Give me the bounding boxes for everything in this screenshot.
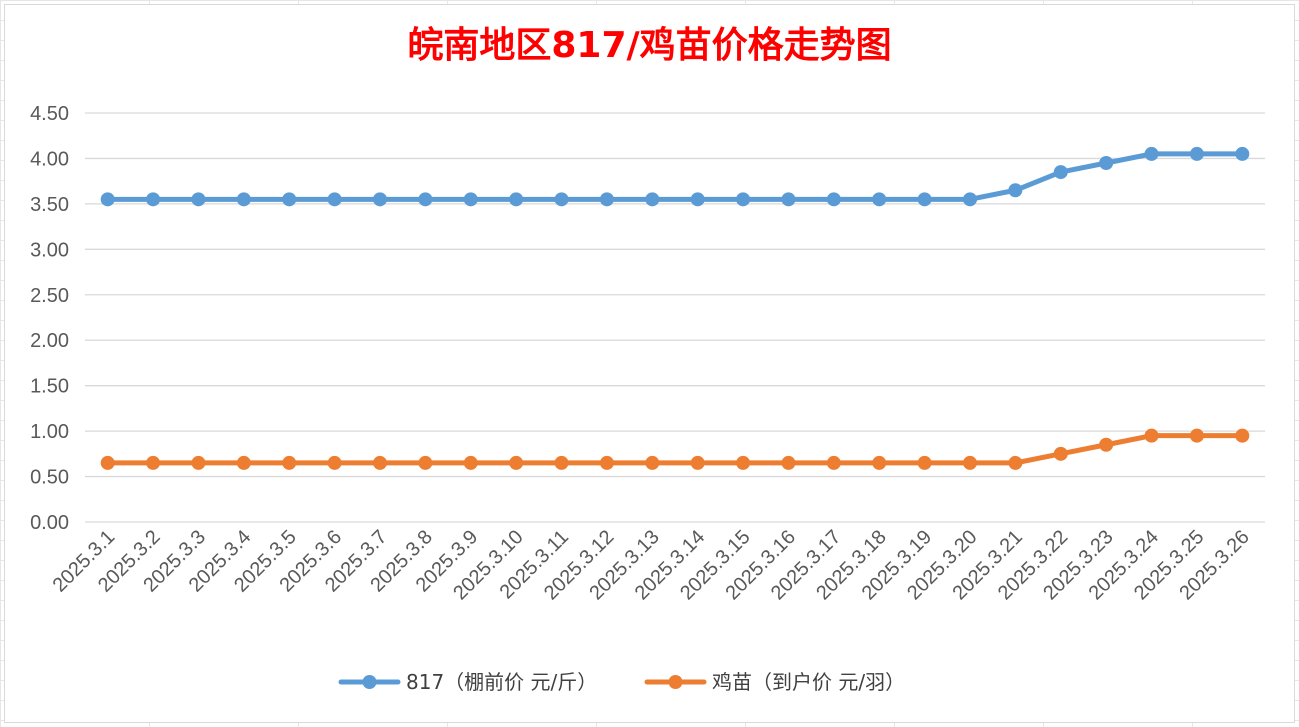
data-point[interactable] bbox=[1144, 146, 1159, 161]
data-point[interactable] bbox=[1099, 155, 1114, 170]
data-point[interactable] bbox=[1008, 455, 1023, 470]
data-point[interactable] bbox=[373, 192, 387, 207]
y-tick-label: 4.00 bbox=[30, 148, 69, 170]
data-point[interactable] bbox=[100, 455, 115, 470]
gridlines bbox=[85, 112, 1265, 523]
chart-area[interactable] bbox=[4, 4, 1295, 723]
legend-item[interactable]: 817（棚前价 元/斤） bbox=[338, 670, 597, 694]
legend-label: 鸡苗（到户价 元/羽） bbox=[712, 670, 905, 694]
data-point[interactable] bbox=[509, 455, 524, 470]
data-point[interactable] bbox=[282, 192, 297, 207]
data-point[interactable] bbox=[554, 192, 569, 207]
y-tick-label: 1.50 bbox=[30, 376, 69, 398]
data-point[interactable] bbox=[327, 455, 342, 470]
data-point[interactable] bbox=[509, 192, 524, 207]
data-point[interactable] bbox=[373, 455, 387, 470]
data-point[interactable] bbox=[690, 455, 705, 470]
data-point[interactable] bbox=[1235, 428, 1250, 443]
data-point[interactable] bbox=[736, 455, 751, 470]
y-tick-label: 3.00 bbox=[30, 239, 69, 261]
legend-swatch-marker bbox=[668, 675, 683, 689]
data-point[interactable] bbox=[917, 192, 932, 207]
y-tick-label: 1.00 bbox=[30, 421, 69, 443]
data-point[interactable] bbox=[826, 455, 841, 470]
data-point[interactable] bbox=[599, 192, 614, 207]
data-point[interactable] bbox=[191, 192, 206, 207]
data-point[interactable] bbox=[690, 192, 705, 207]
data-point[interactable] bbox=[191, 455, 206, 470]
data-point[interactable] bbox=[146, 455, 161, 470]
data-point[interactable] bbox=[826, 192, 841, 207]
y-axis-tick-labels: 0.00 0.50 1.00 1.50 2.00 2.50 3.00 3.50 4.00 4.50 bbox=[30, 103, 69, 534]
x-axis-tick-labels: 2025.3.12025.3.22025.3.32025.3.42025.3.5… bbox=[49, 526, 1254, 604]
data-point[interactable] bbox=[1189, 146, 1204, 161]
data-point[interactable] bbox=[1144, 428, 1159, 443]
data-point[interactable] bbox=[963, 455, 977, 470]
data-point[interactable] bbox=[781, 192, 796, 207]
data-point[interactable] bbox=[236, 455, 251, 470]
series-line[interactable] bbox=[105, 433, 1245, 466]
legend-item[interactable]: 鸡苗（到户价 元/羽） bbox=[644, 670, 905, 694]
data-point[interactable] bbox=[1008, 183, 1023, 198]
series-2 bbox=[100, 428, 1250, 470]
data-point[interactable] bbox=[100, 192, 115, 207]
series-1 bbox=[100, 146, 1250, 207]
data-point[interactable] bbox=[1099, 437, 1114, 452]
data-point[interactable] bbox=[736, 192, 751, 207]
data-point[interactable] bbox=[872, 192, 887, 207]
series-line[interactable] bbox=[105, 151, 1245, 202]
y-tick-label: 3.50 bbox=[30, 194, 69, 216]
data-point[interactable] bbox=[1053, 165, 1068, 180]
data-point[interactable] bbox=[282, 455, 297, 470]
data-point[interactable] bbox=[781, 455, 796, 470]
data-point[interactable] bbox=[1189, 428, 1204, 443]
data-point[interactable] bbox=[418, 192, 433, 207]
data-point[interactable] bbox=[1235, 146, 1250, 161]
data-point[interactable] bbox=[872, 455, 887, 470]
legend-swatch-marker bbox=[362, 675, 377, 689]
y-tick-label: 2.50 bbox=[30, 285, 69, 307]
data-point[interactable] bbox=[554, 455, 569, 470]
data-point[interactable] bbox=[963, 192, 977, 207]
y-tick-label: 4.50 bbox=[30, 103, 69, 125]
data-point[interactable] bbox=[599, 455, 614, 470]
data-point[interactable] bbox=[463, 455, 478, 470]
data-point[interactable] bbox=[418, 455, 433, 470]
y-tick-label: 0.50 bbox=[30, 467, 69, 489]
legend-label: 817（棚前价 元/斤） bbox=[406, 670, 597, 694]
y-tick-label: 0.00 bbox=[30, 512, 69, 534]
data-point[interactable] bbox=[236, 192, 251, 207]
series-lines bbox=[100, 146, 1250, 470]
data-point[interactable] bbox=[645, 455, 660, 470]
data-point[interactable] bbox=[463, 192, 478, 207]
data-point[interactable] bbox=[917, 455, 932, 470]
data-point[interactable] bbox=[1053, 446, 1068, 461]
data-point[interactable] bbox=[146, 192, 161, 207]
chart-title: 皖南地区817/鸡苗价格走势图 bbox=[407, 25, 892, 66]
y-tick-label: 2.00 bbox=[30, 330, 69, 352]
legend: 817（棚前价 元/斤） 鸡苗（到户价 元/羽） bbox=[338, 670, 905, 694]
data-point[interactable] bbox=[327, 192, 342, 207]
data-point[interactable] bbox=[645, 192, 660, 207]
